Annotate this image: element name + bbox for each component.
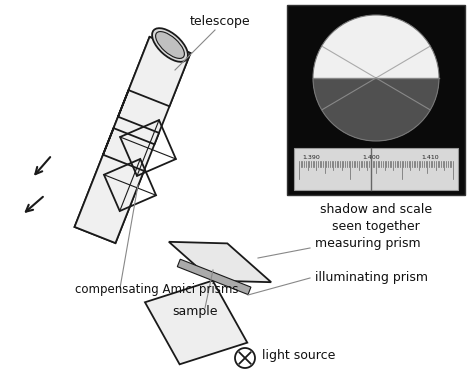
Text: 1.410: 1.410	[421, 155, 439, 160]
Wedge shape	[313, 78, 439, 141]
Ellipse shape	[155, 32, 184, 58]
Polygon shape	[169, 242, 271, 282]
Polygon shape	[177, 259, 251, 294]
Circle shape	[313, 15, 439, 141]
Text: telescope: telescope	[190, 16, 250, 28]
Text: measuring prism: measuring prism	[315, 238, 420, 250]
Wedge shape	[313, 15, 439, 78]
Polygon shape	[287, 5, 465, 195]
Polygon shape	[145, 280, 247, 364]
Polygon shape	[74, 37, 191, 243]
Text: 1.400: 1.400	[363, 155, 380, 160]
Polygon shape	[294, 148, 458, 190]
Text: illuminating prism: illuminating prism	[315, 271, 428, 284]
Text: light source: light source	[262, 349, 336, 362]
Ellipse shape	[152, 28, 188, 62]
Text: 1.390: 1.390	[302, 155, 320, 160]
Text: compensating Amici prisms: compensating Amici prisms	[75, 284, 238, 296]
Polygon shape	[74, 37, 191, 243]
Text: shadow and scale
seen together: shadow and scale seen together	[320, 203, 432, 233]
Text: sample: sample	[172, 305, 218, 319]
